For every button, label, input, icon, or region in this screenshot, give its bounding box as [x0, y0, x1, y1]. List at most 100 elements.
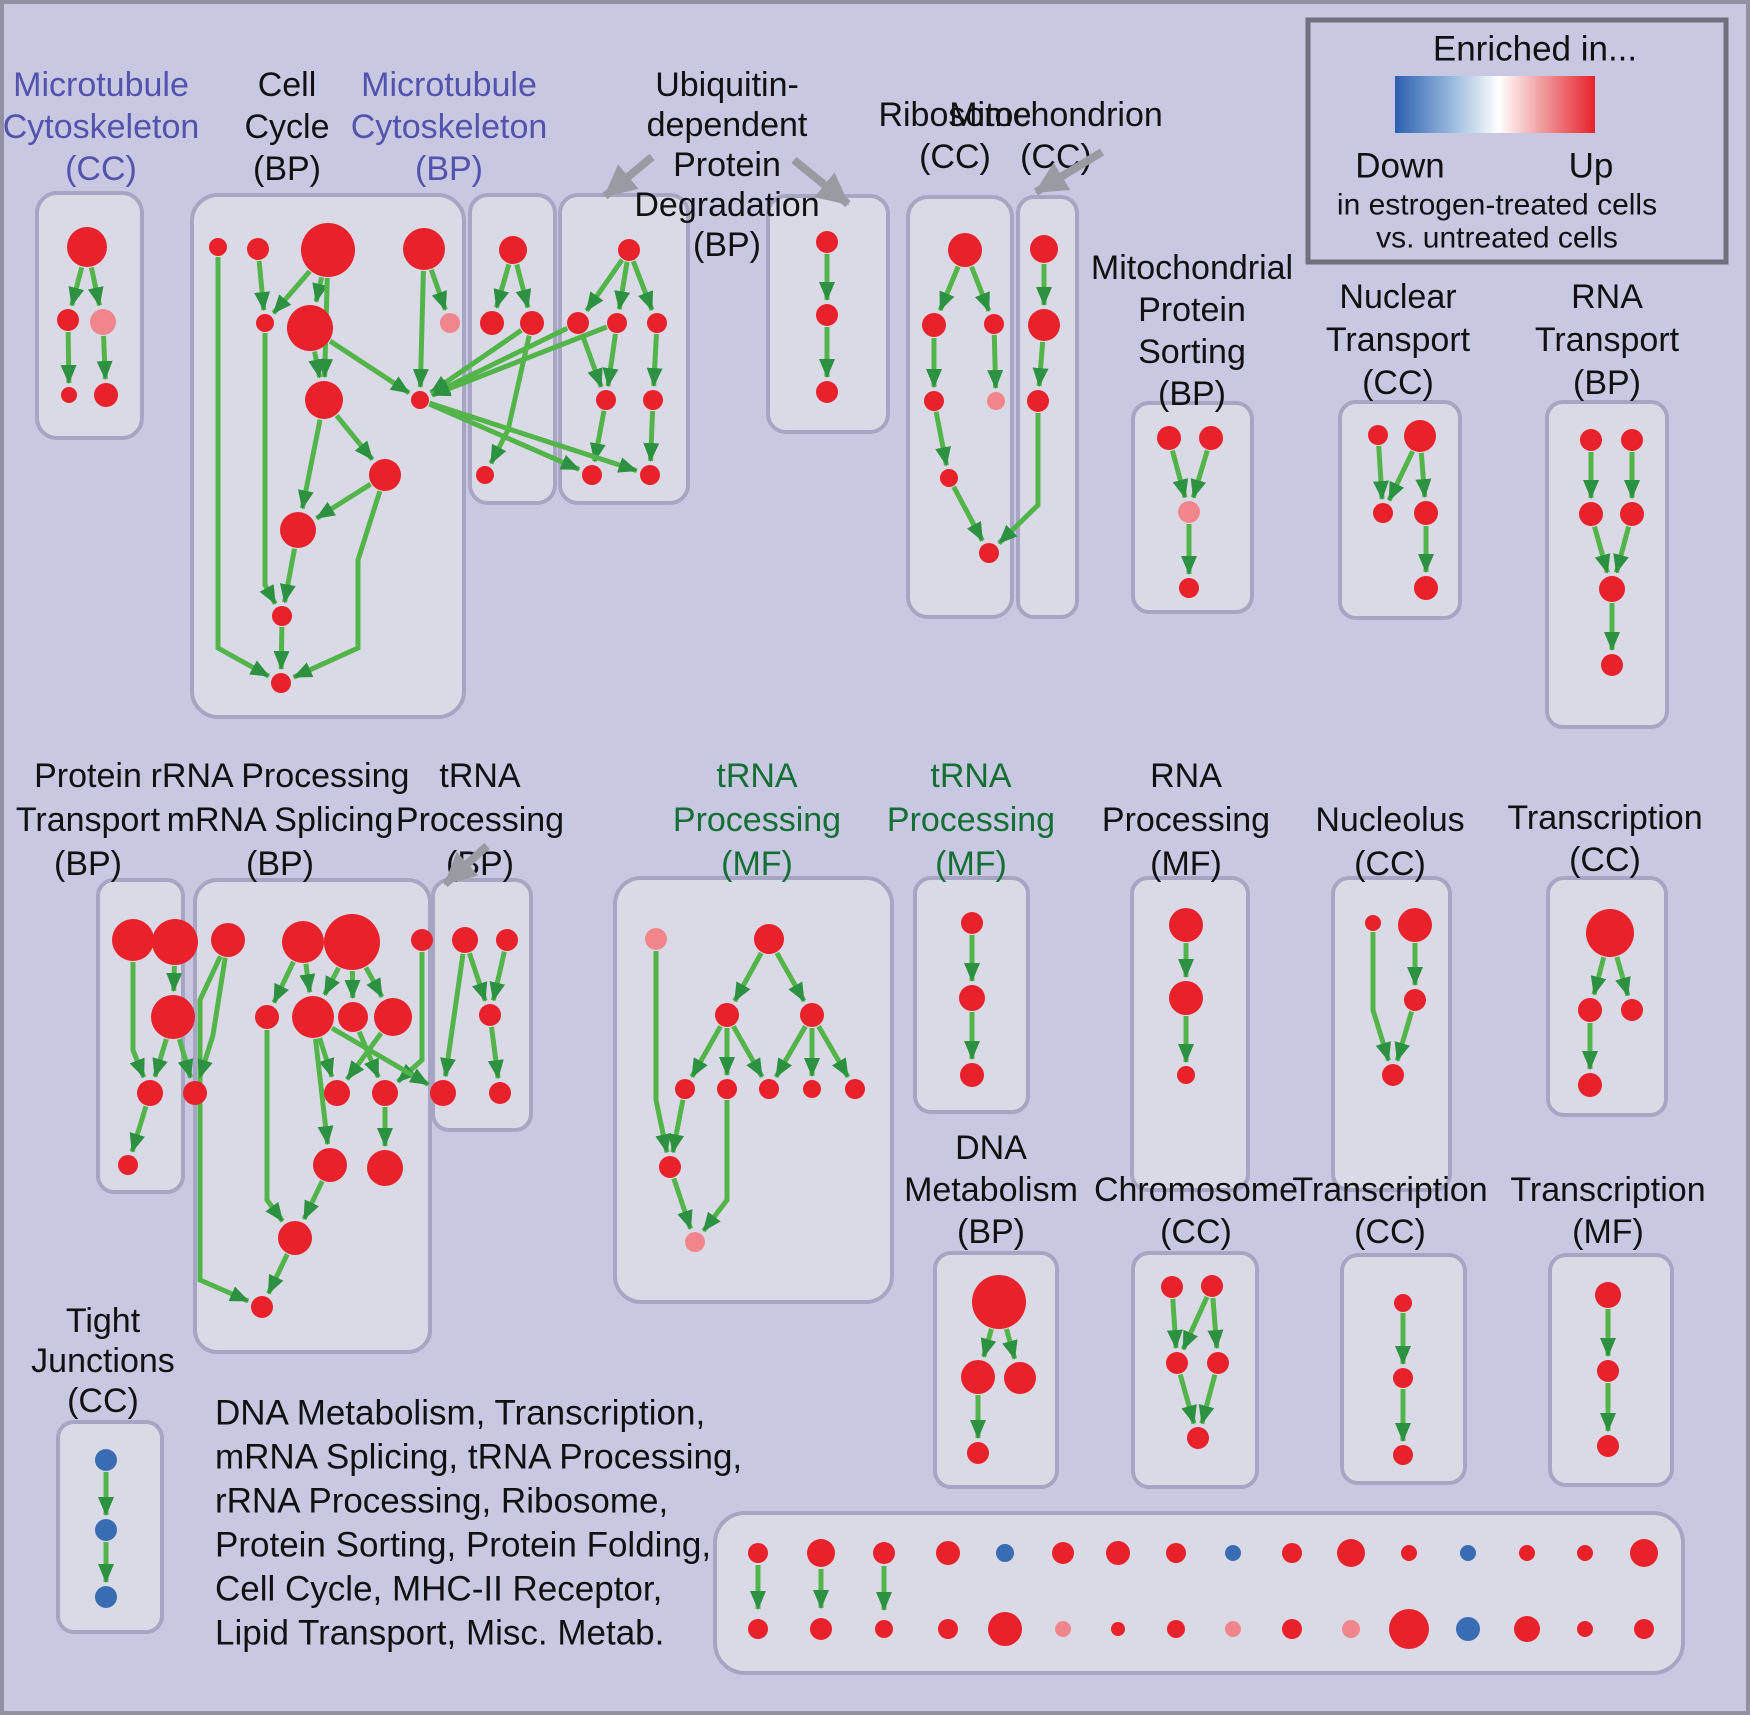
edge-arrow: [1002, 1328, 1018, 1360]
go-term-node: [988, 1612, 1022, 1646]
go-term-node: [1225, 1545, 1241, 1561]
go-term-node: [607, 313, 627, 333]
go-term-node: [1630, 1539, 1658, 1567]
go-term-node: [292, 996, 334, 1038]
go-term-node: [1166, 1352, 1188, 1374]
edge-arrow: [969, 265, 992, 312]
cluster-box-trna_mf1: [613, 876, 894, 1304]
go-term-node: [1460, 1545, 1476, 1561]
go-term-node: [369, 459, 401, 491]
edge-arrow: [646, 333, 663, 388]
edge-arrow: [266, 1253, 290, 1295]
cluster-label-mps: Sorting: [1138, 333, 1246, 371]
cluster-label-nuct: Transport: [1326, 321, 1471, 359]
cluster-label-pt: Protein: [34, 757, 142, 795]
edge-arrow: [514, 263, 532, 309]
edge-arrow: [322, 966, 341, 996]
cluster-label-trna_mf1: tRNA: [716, 757, 798, 795]
cluster-label-mps: Mitochondrial: [1091, 249, 1293, 287]
cluster-label-tr_mf_b: (MF): [1572, 1213, 1644, 1251]
go-term-node: [1393, 1445, 1413, 1465]
go-term-node: [685, 1232, 705, 1252]
edge-arrow: [689, 1025, 723, 1079]
edge-arrow: [317, 1037, 335, 1078]
edge-arrow: [313, 1038, 334, 1146]
cluster-label-mps: (BP): [1158, 375, 1226, 413]
edge-arrow: [630, 260, 655, 311]
go-term-node: [278, 1221, 312, 1255]
go-term-node: [1337, 1539, 1365, 1567]
go-term-node: [372, 1080, 398, 1106]
go-term-node: [255, 1005, 279, 1029]
go-term-node: [251, 1296, 273, 1318]
label-pointer-arrow-icon: [1033, 148, 1105, 196]
edge-arrow: [428, 401, 581, 472]
edge-arrow: [428, 400, 638, 474]
edge-arrow: [356, 1030, 381, 1079]
edge-arrow: [129, 1105, 149, 1153]
go-term-node: [287, 305, 333, 351]
cluster-label-ub1: Ubiquitin-: [655, 66, 799, 104]
cluster-label-nuct: Nuclear: [1339, 278, 1456, 316]
edge-arrow: [774, 951, 807, 1003]
cluster-label-rna_mf: Processing: [1102, 801, 1270, 839]
edge-arrow: [1613, 525, 1632, 574]
go-term-node: [967, 1442, 989, 1464]
label-pointer-arrow-icon: [602, 153, 655, 200]
cluster-label-tight: Junctions: [31, 1342, 175, 1380]
cluster-label-mc_cc: Cytoskeleton: [3, 108, 200, 146]
edge-arrow: [602, 333, 619, 388]
cluster-label-rib: (CC): [919, 138, 991, 176]
edge-arrow: [197, 955, 250, 1304]
go-term-node: [1282, 1543, 1302, 1563]
go-term-node: [816, 304, 838, 326]
go-term-node: [936, 1541, 960, 1565]
cluster-box-tr_cc_m: [1546, 876, 1668, 1117]
cluster-label-rna_mf: RNA: [1150, 757, 1222, 795]
go-term-node: [1601, 654, 1623, 676]
go-term-node: [715, 1003, 739, 1027]
go-term-node: [1166, 1543, 1186, 1563]
go-term-node: [452, 927, 478, 953]
edge-arrow: [1190, 449, 1210, 499]
go-term-node: [57, 309, 79, 331]
go-term-node: [924, 391, 944, 411]
go-term-node: [1404, 420, 1436, 452]
cluster-box-rrna: [193, 878, 432, 1354]
cluster-box-rna_mf: [1130, 876, 1250, 1192]
cluster-label-trna_mf2: Processing: [887, 801, 1055, 839]
go-term-node: [1382, 1064, 1404, 1086]
go-term-node: [845, 1079, 865, 1099]
go-term-node: [748, 1619, 768, 1639]
go-term-node: [1169, 981, 1203, 1015]
edge-arrow: [312, 276, 328, 303]
cluster-label-trna_mf1: Processing: [673, 801, 841, 839]
go-term-node: [1621, 429, 1643, 451]
go-term-node: [810, 1618, 832, 1640]
go-term-node: [961, 1360, 995, 1394]
go-term-node: [1519, 1545, 1535, 1561]
go-term-node: [479, 1004, 501, 1026]
edge-arrow: [1372, 445, 1389, 501]
cluster-label-chrom: Chromosome: [1094, 1171, 1298, 1209]
go-term-node: [748, 1543, 768, 1563]
go-term-node: [948, 233, 982, 267]
edge-arrow: [412, 270, 429, 389]
go-term-node: [61, 387, 77, 403]
cluster-label-pt: Transport: [16, 801, 161, 839]
edge-arrow: [166, 965, 183, 993]
go-term-node: [520, 311, 544, 335]
cluster-label-trna_mf1: (MF): [721, 845, 793, 883]
edge-arrow: [215, 257, 270, 679]
go-term-node: [1052, 1542, 1074, 1564]
edge-arrow: [1592, 525, 1611, 574]
go-term-node: [961, 912, 983, 934]
misc-terms-text: Protein Sorting, Protein Folding,: [215, 1526, 711, 1565]
go-term-node: [659, 1156, 681, 1178]
go-term-node: [118, 1155, 138, 1175]
cluster-label-trna_bp: Processing: [396, 801, 564, 839]
go-term-node: [247, 238, 269, 260]
edge-arrow: [951, 485, 985, 542]
go-term-node: [1578, 1073, 1602, 1097]
